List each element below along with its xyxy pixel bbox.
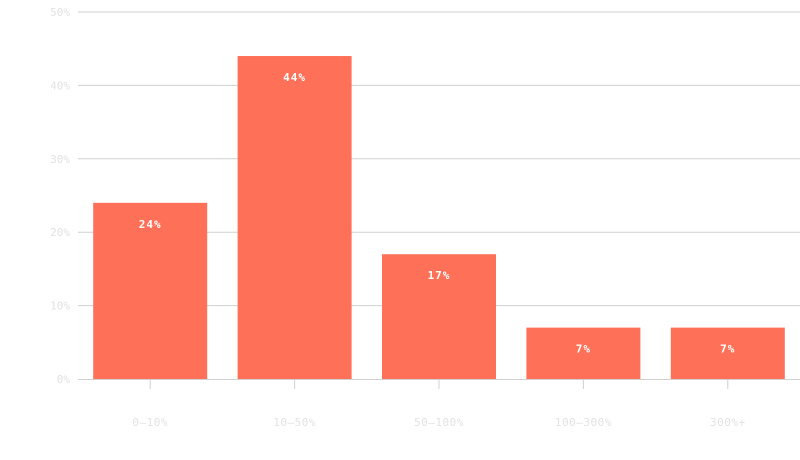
bar-value-label: 24% <box>139 218 162 231</box>
y-tick-label: 10% <box>50 300 70 313</box>
bar <box>93 202 208 379</box>
x-tick-label: 300%+ <box>710 416 746 429</box>
x-tick-label: 100–300% <box>555 416 612 429</box>
bar-value-label: 7% <box>576 343 591 356</box>
bar <box>237 56 352 379</box>
y-tick-label: 20% <box>50 226 70 239</box>
bar <box>526 327 641 379</box>
bar <box>670 327 785 379</box>
bars: 24% 44% 17% 7% 7% <box>93 56 785 379</box>
bar-value-label: 44% <box>283 71 306 84</box>
bar-value-label: 17% <box>428 269 451 282</box>
y-tick-label: 0% <box>57 373 71 386</box>
y-tick-label: 30% <box>50 153 70 166</box>
x-tick-label: 0–10% <box>132 416 168 429</box>
y-axis-ticks: 0% 10% 20% 30% 40% 50% <box>50 6 70 386</box>
x-axis: 0–10% 10–50% 50–100% 100–300% 300%+ <box>78 379 800 429</box>
x-tick-label: 50–100% <box>414 416 464 429</box>
y-tick-label: 50% <box>50 6 70 19</box>
bar <box>382 254 496 379</box>
y-tick-label: 40% <box>50 79 70 92</box>
x-tick-label: 10–50% <box>273 416 316 429</box>
bar-value-label: 7% <box>720 343 735 356</box>
